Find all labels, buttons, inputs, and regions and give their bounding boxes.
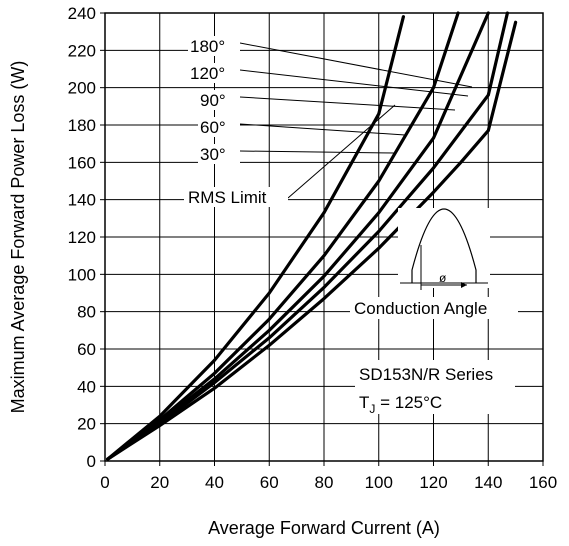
conduction-angle-label: Conduction Angle xyxy=(354,299,487,318)
series-label: 30° xyxy=(200,145,226,164)
series-line xyxy=(106,11,509,461)
series-line xyxy=(106,15,405,461)
y-tick-label: 80 xyxy=(77,303,96,322)
x-tick-label: 60 xyxy=(260,473,279,492)
series-label: 180° xyxy=(190,37,225,56)
x-tick-label: 80 xyxy=(315,473,334,492)
x-tick-label: 40 xyxy=(205,473,224,492)
conduction-angle-inset: ø xyxy=(400,208,488,290)
y-tick-label: 240 xyxy=(68,4,96,23)
y-tick-label: 200 xyxy=(68,79,96,98)
x-tick-label: 100 xyxy=(365,473,393,492)
y-tick-label: 220 xyxy=(68,41,96,60)
y-tick-label: 60 xyxy=(77,340,96,359)
label-bg xyxy=(198,144,240,164)
series-leader-line xyxy=(239,123,406,136)
leader-lines xyxy=(239,42,473,199)
y-tick-label: 40 xyxy=(77,377,96,396)
y-tick-label: 20 xyxy=(77,415,96,434)
series-leader-line xyxy=(239,150,396,154)
series-label: 120° xyxy=(190,64,225,83)
label-bg xyxy=(355,360,515,414)
series-line xyxy=(106,11,490,461)
y-tick-label: 180 xyxy=(68,116,96,135)
series-lines xyxy=(106,11,518,461)
rms-limit-label: RMS Limit xyxy=(188,188,267,207)
y-tick-label: 140 xyxy=(68,191,96,210)
phi-symbol: ø xyxy=(439,271,447,285)
label-bg xyxy=(184,187,288,207)
axis-ticks: 0 20 40 60 80 100 120 140 160 0 20 40 60 80 100 120 140 1… xyxy=(68,4,558,492)
label-bg xyxy=(188,36,240,56)
series-label: 60° xyxy=(200,118,226,137)
label-bg xyxy=(188,63,240,83)
y-tick-label: 0 xyxy=(87,452,96,471)
series-line xyxy=(106,11,460,461)
x-tick-label: 140 xyxy=(474,473,502,492)
series-label: 90° xyxy=(200,91,226,110)
series-line xyxy=(106,20,518,461)
y-tick-label: 120 xyxy=(68,228,96,247)
label-bg xyxy=(198,90,240,110)
x-tick-label: 0 xyxy=(100,473,109,492)
y-axis-title: Maximum Average Forward Power Loss (W) xyxy=(8,61,28,414)
x-tick-label: 160 xyxy=(529,473,557,492)
junction-temperature-label: TJ = 125°C xyxy=(359,393,442,416)
x-tick-label: 20 xyxy=(150,473,169,492)
y-tick-label: 100 xyxy=(68,265,96,284)
x-axis-title: Average Forward Current (A) xyxy=(208,518,440,538)
series-leader-line xyxy=(239,69,469,97)
label-bg xyxy=(350,297,518,319)
y-tick-label: 160 xyxy=(68,153,96,172)
x-tick-label: 120 xyxy=(419,473,447,492)
rms-limit-leader-line xyxy=(287,104,396,199)
series-leader-line xyxy=(239,96,456,111)
label-bg xyxy=(198,117,240,137)
series-labels: 180° 120° 90° 60° 30° xyxy=(190,37,226,164)
series-leader-line xyxy=(239,42,473,88)
series-name-label: SD153N/R Series xyxy=(359,365,493,384)
inset-bg xyxy=(398,208,490,288)
